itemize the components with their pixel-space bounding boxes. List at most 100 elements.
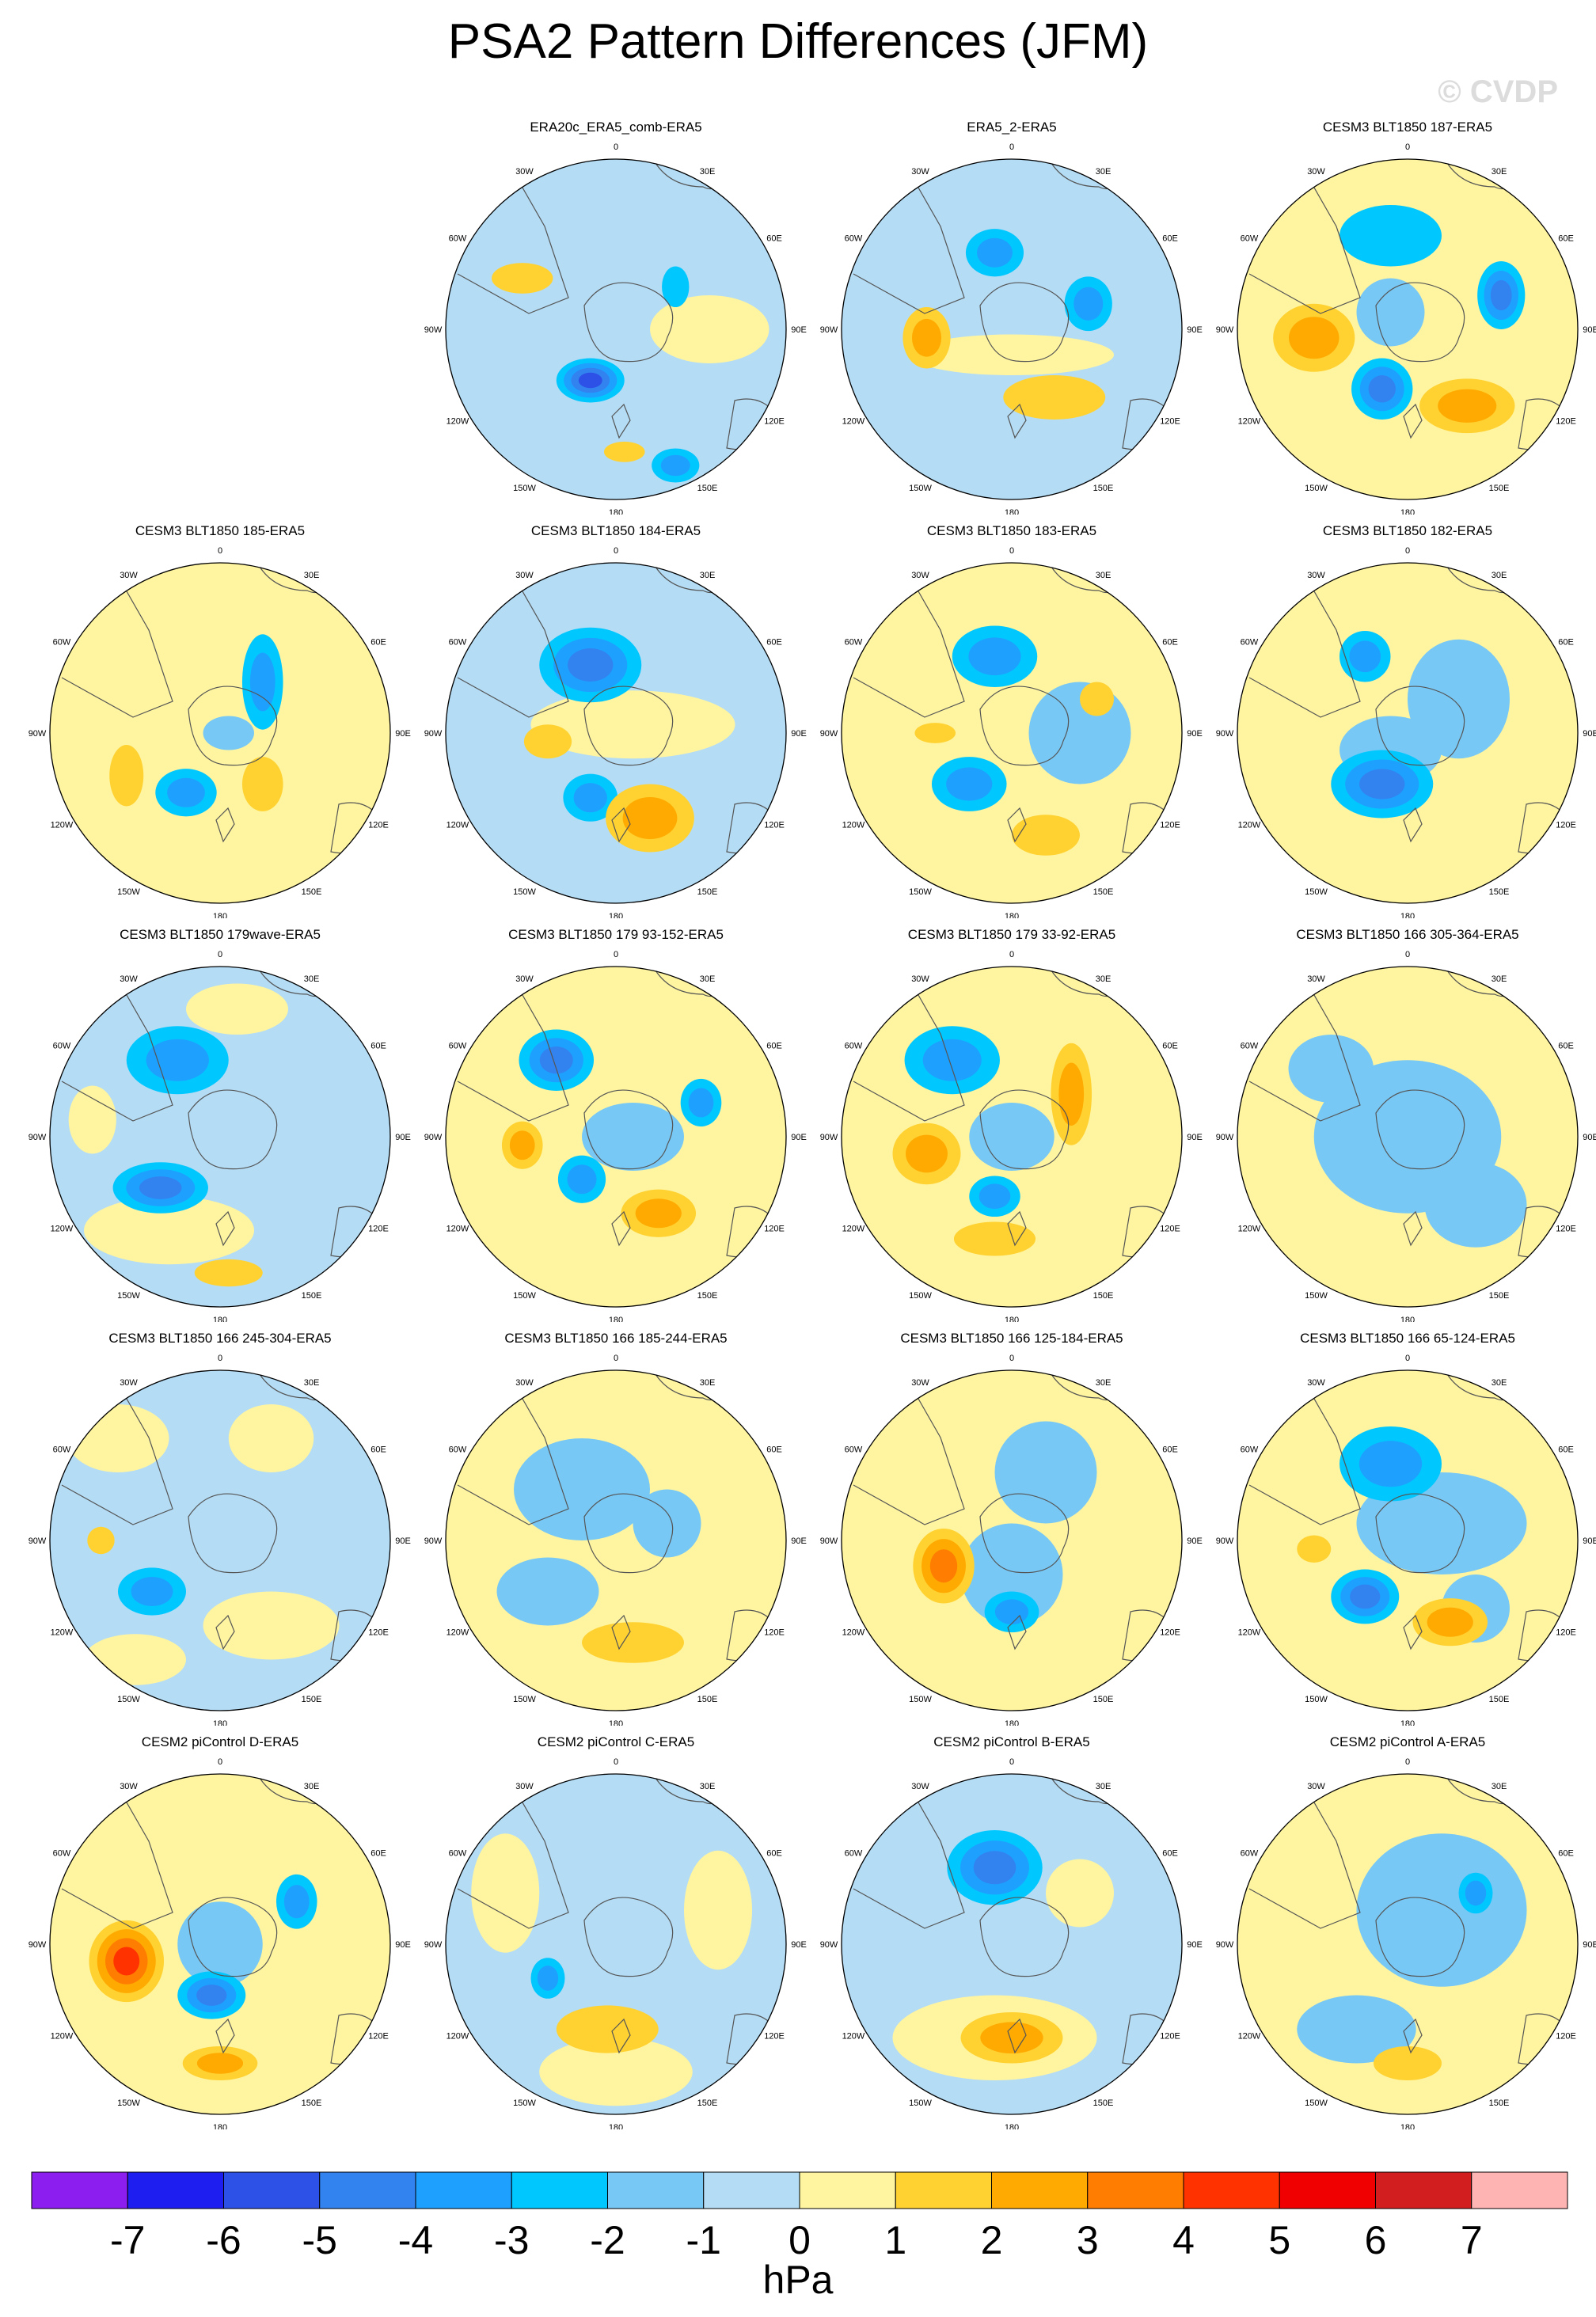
longitude-label: 60W (449, 1849, 467, 1859)
longitude-label: 150E (1489, 2099, 1510, 2108)
longitude-label: 150W (909, 484, 932, 493)
antarctica-outline (1375, 282, 1465, 363)
map-background (842, 159, 1182, 499)
contour-region (509, 1130, 535, 1160)
south-america-outline (1248, 978, 1361, 1122)
contour-region (662, 266, 690, 308)
longitude-label: 180 (213, 2123, 227, 2129)
colorbar-swatch (799, 2171, 896, 2209)
colorbar-tick-label: 2 (980, 2218, 1003, 2262)
longitude-label: 90E (1583, 729, 1596, 739)
map-border (1237, 1773, 1579, 2115)
longitude-label: 30W (1307, 167, 1325, 177)
contour-region (249, 652, 276, 712)
longitude-label: 60W (845, 1849, 863, 1859)
contour-region (66, 1404, 169, 1472)
map-border (841, 1773, 1183, 2115)
longitude-label: 60E (766, 1445, 782, 1455)
longitude-label: 60E (1558, 638, 1574, 648)
polar-map: 0 30E 60E 90E 120E 150E 180 150W 120W 90W 60W 30W (28, 1354, 411, 1726)
contour-region (194, 1259, 263, 1287)
colorbar-swatch (607, 2171, 705, 2209)
longitude-label: 120W (446, 2032, 469, 2042)
longitude-label: 30W (911, 1782, 929, 1791)
longitude-label: 30E (1492, 974, 1507, 984)
longitude-label: 120E (764, 1225, 785, 1234)
new-zealand-outline (1403, 1210, 1423, 1247)
longitude-label: 30E (304, 1782, 320, 1791)
longitude-label: 150E (302, 887, 322, 897)
contour-region (1340, 205, 1442, 267)
longitude-label: 150E (302, 1695, 322, 1704)
map-panel: CESM3 BLT1850 166 125-184-ERA5 0 30E 60E 90E… (814, 1330, 1210, 1726)
south-america-outline (1248, 1381, 1361, 1525)
longitude-label: 90W (424, 325, 443, 335)
contour-region (523, 724, 572, 759)
longitude-label: 120E (764, 821, 785, 830)
longitude-label: 30W (515, 1782, 534, 1791)
longitude-label: 120E (1160, 417, 1180, 427)
longitude-label: 60E (1558, 234, 1574, 244)
polar-map: 0 30E 60E 90E 120E 150E 180 150W 120W 90W 60W 30W (424, 142, 807, 515)
antarctica-outline (979, 1089, 1070, 1170)
map-background (446, 159, 786, 499)
contour-region (578, 372, 602, 389)
contour-region (1374, 2046, 1442, 2080)
map-panel: CESM2 piControl B-ERA5 0 30E 60E 90E 120E 150E… (814, 1734, 1210, 2129)
polar-map: 0 30E 60E 90E 120E 150E 180 150W 120W 90W 60W 30W (1216, 1354, 1596, 1726)
map-panel: ERA5_2-ERA5 0 30E 60E 90E 120E 150E 180 150W 120W… (814, 119, 1210, 515)
contour-region (910, 334, 1114, 376)
contour-region (496, 1557, 599, 1626)
longitude-label: 150W (117, 887, 140, 897)
longitude-label: 120E (368, 1628, 389, 1638)
longitude-label: 90E (395, 1536, 411, 1546)
longitude-label: 90W (820, 1133, 838, 1142)
longitude-label: 30E (1096, 1378, 1112, 1388)
map-border (1237, 562, 1579, 904)
colorbar-units-label: hPa (762, 2258, 834, 2302)
contour-region (1288, 1035, 1374, 1103)
antarctica-outline (979, 282, 1070, 363)
new-zealand-outline (1007, 1614, 1027, 1650)
colorbar-tick-label: 4 (1172, 2218, 1195, 2262)
longitude-label: 60W (1241, 1042, 1259, 1051)
longitude-label: 60W (845, 1042, 863, 1051)
longitude-label: 180 (1400, 1316, 1415, 1322)
colorbar-swatch (415, 2171, 512, 2209)
contour-region (1356, 1833, 1527, 1987)
longitude-label: 30E (1492, 167, 1507, 177)
antarctica-outline (979, 1493, 1070, 1574)
south-america-outline (1248, 1785, 1361, 1929)
south-america-outline (853, 1785, 965, 1929)
longitude-label: 30E (700, 1378, 716, 1388)
map-panel: CESM3 BLT1850 166 245-304-ERA5 0 30E 60E 90E… (22, 1330, 418, 1726)
contour-region (980, 2022, 1043, 2054)
contour-region (1349, 640, 1381, 673)
contour-region (960, 1523, 1063, 1626)
longitude-label: 150W (513, 484, 536, 493)
panel-title: CESM3 BLT1850 179 33-92-ERA5 (907, 927, 1116, 942)
new-zealand-outline (215, 1614, 235, 1650)
contour-region (906, 1134, 948, 1173)
longitude-label: 60E (766, 638, 782, 648)
longitude-label: 150E (1093, 2099, 1114, 2108)
longitude-label: 120W (1238, 1225, 1261, 1234)
longitude-label: 150W (513, 887, 536, 897)
colorbar-swatch (319, 2171, 416, 2209)
map-background (446, 1370, 786, 1711)
antarctica-outline (1375, 1089, 1465, 1170)
longitude-label: 150E (302, 1291, 322, 1301)
longitude-label: 60E (766, 1849, 782, 1859)
longitude-label: 150E (1489, 1291, 1510, 1301)
contour-region (283, 1885, 310, 1919)
polar-map: 0 30E 60E 90E 120E 150E 180 150W 120W 90W 60W 30W (424, 1757, 807, 2129)
new-zealand-outline (611, 1210, 631, 1247)
longitude-label: 90E (1187, 325, 1203, 335)
longitude-label: 0 (1405, 546, 1410, 556)
panel-title: CESM2 piControl D-ERA5 (141, 1734, 299, 1749)
longitude-label: 120E (764, 1628, 785, 1638)
contour-region (1350, 1584, 1381, 1609)
longitude-label: 90W (424, 729, 443, 739)
longitude-label: 120W (1238, 1628, 1261, 1638)
contour-region (228, 1404, 314, 1472)
